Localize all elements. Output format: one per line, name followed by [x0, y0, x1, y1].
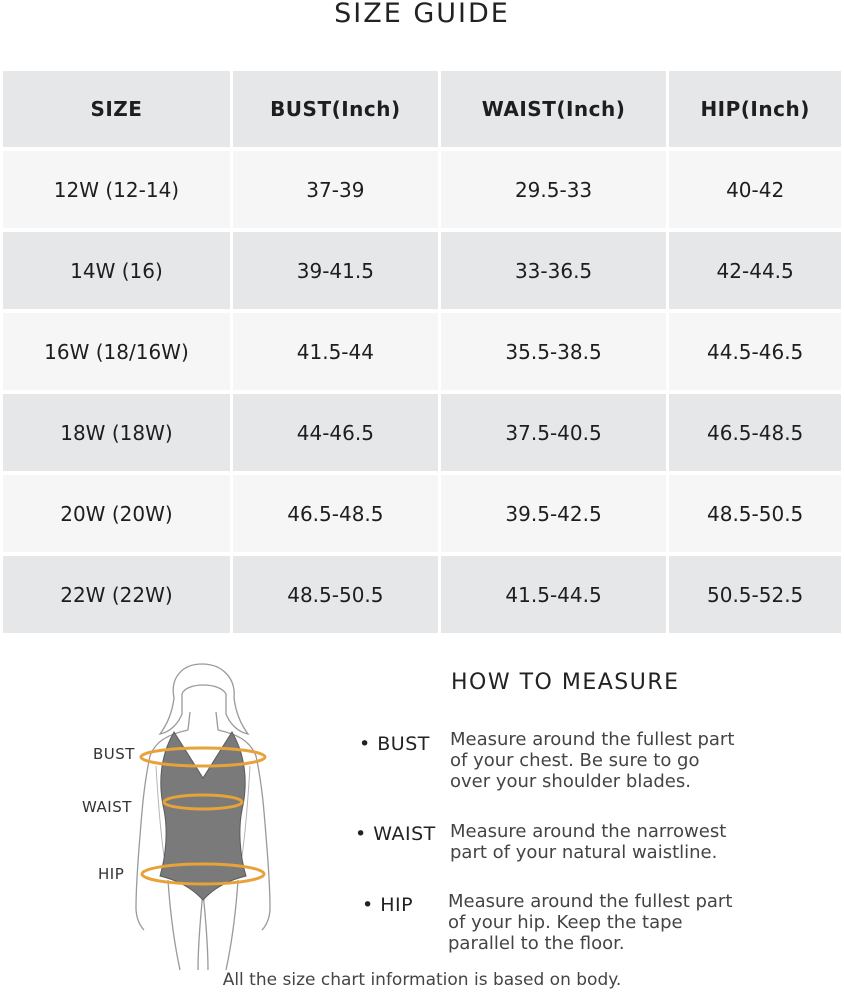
cell-waist: 41.5-44.5: [440, 556, 667, 633]
table-row: 18W (18W) 44-46.5 37.5-40.5 46.5-48.5: [3, 394, 841, 471]
footer-note: All the size chart information is based …: [222, 970, 622, 990]
cell-hip: 42-44.5: [669, 232, 841, 309]
measure-text-hip: Measure around the fullest part of your …: [448, 891, 733, 954]
measure-label-bust: • BUST: [359, 733, 430, 755]
cell-bust: 37-39: [232, 151, 438, 228]
cell-waist: 35.5-38.5: [440, 313, 667, 390]
how-to-measure-title: HOW TO MEASURE: [451, 670, 680, 695]
figure-label-hip: HIP: [98, 865, 125, 883]
figure-label-waist: WAIST: [82, 798, 132, 816]
header-waist: WAIST(Inch): [440, 71, 667, 147]
cell-bust: 44-46.5: [232, 394, 438, 471]
waist-tape: [162, 793, 244, 811]
swimsuit-shape: [159, 731, 247, 901]
measure-text-bust: Measure around the fullest part of your …: [450, 729, 735, 792]
cell-bust: 39-41.5: [232, 232, 438, 309]
measure-label-waist: • WAIST: [355, 823, 436, 845]
cell-size: 12W (12-14): [3, 151, 230, 228]
size-chart-table: SIZE BUST(Inch) WAIST(Inch) HIP(Inch) 12…: [0, 67, 844, 637]
cell-size: 18W (18W): [3, 394, 230, 471]
cell-waist: 39.5-42.5: [440, 475, 667, 552]
cell-hip: 44.5-46.5: [669, 313, 841, 390]
cell-bust: 48.5-50.5: [232, 556, 438, 633]
cell-bust: 46.5-48.5: [232, 475, 438, 552]
cell-bust: 41.5-44: [232, 313, 438, 390]
cell-size: 14W (16): [3, 232, 230, 309]
header-size: SIZE: [3, 71, 230, 147]
header-hip: HIP(Inch): [669, 71, 841, 147]
body-outline-illustration: [135, 663, 271, 971]
table-row: 20W (20W) 46.5-48.5 39.5-42.5 48.5-50.5: [3, 475, 841, 552]
cell-hip: 48.5-50.5: [669, 475, 841, 552]
cell-hip: 50.5-52.5: [669, 556, 841, 633]
cell-waist: 33-36.5: [440, 232, 667, 309]
page-title: SIZE GUIDE: [334, 0, 510, 29]
cell-size: 20W (20W): [3, 475, 230, 552]
cell-size: 16W (18/16W): [3, 313, 230, 390]
measure-text-waist: Measure around the narrowest part of you…: [450, 821, 727, 863]
cell-waist: 37.5-40.5: [440, 394, 667, 471]
cell-hip: 46.5-48.5: [669, 394, 841, 471]
table-row: 16W (18/16W) 41.5-44 35.5-38.5 44.5-46.5: [3, 313, 841, 390]
table-row: 14W (16) 39-41.5 33-36.5 42-44.5: [3, 232, 841, 309]
measure-label-hip: • HIP: [362, 894, 414, 916]
header-bust: BUST(Inch): [232, 71, 438, 147]
cell-hip: 40-42: [669, 151, 841, 228]
table-row: 12W (12-14) 37-39 29.5-33 40-42: [3, 151, 841, 228]
bust-tape: [139, 746, 267, 768]
figure-label-bust: BUST: [93, 745, 135, 763]
hip-tape: [140, 862, 266, 886]
body-measurement-figure: BUST WAIST HIP: [70, 660, 330, 972]
table-row: 22W (22W) 48.5-50.5 41.5-44.5 50.5-52.5: [3, 556, 841, 633]
cell-waist: 29.5-33: [440, 151, 667, 228]
table-header-row: SIZE BUST(Inch) WAIST(Inch) HIP(Inch): [3, 71, 841, 147]
cell-size: 22W (22W): [3, 556, 230, 633]
